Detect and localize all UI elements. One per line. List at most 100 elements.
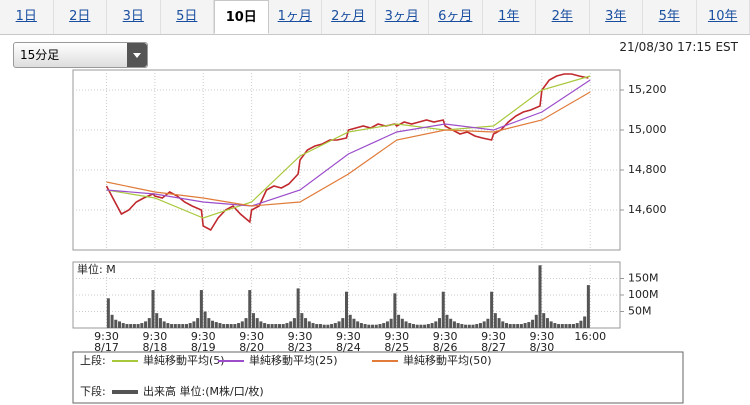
volume-bar: [341, 318, 345, 328]
volume-bar: [352, 318, 356, 328]
volume-bar: [542, 313, 546, 328]
volume-bar: [531, 319, 535, 328]
period-tab[interactable]: 5日: [161, 0, 214, 34]
volume-bar: [330, 324, 334, 328]
volume-bar: [345, 291, 348, 328]
period-tab[interactable]: 1日: [0, 0, 54, 34]
x-tick-label: 9:30: [530, 330, 555, 343]
timestamp: 21/08/30 17:15 EST: [619, 40, 738, 54]
volume-bar: [292, 318, 296, 328]
volume-bar: [583, 316, 587, 328]
volume-bar: [214, 322, 218, 328]
volume-bar: [397, 314, 401, 328]
volume-bar: [538, 265, 542, 328]
x-tick-date: 8/19: [191, 341, 216, 354]
volume-bar: [203, 311, 207, 328]
volume-bar: [207, 318, 211, 328]
volume-bar: [281, 324, 285, 328]
x-tick-date: 8/24: [336, 341, 361, 354]
volume-bar: [359, 323, 363, 328]
volume-bar: [430, 323, 434, 328]
period-tab[interactable]: 1年: [483, 0, 536, 34]
volume-bar: [229, 324, 233, 328]
y-tick-label: 100M: [628, 288, 659, 301]
volume-bar: [400, 318, 404, 328]
volume-bar: [255, 318, 259, 328]
period-tab[interactable]: 10年: [697, 0, 750, 34]
volume-bar: [125, 324, 129, 328]
x-tick-label: 9:30: [336, 330, 361, 343]
volume-bar: [560, 324, 564, 328]
x-tick-label: 9:30: [191, 330, 216, 343]
volume-bar: [121, 323, 125, 328]
period-tab[interactable]: 3年: [590, 0, 643, 34]
interval-select[interactable]: 15分足: [13, 42, 148, 68]
volume-bar: [460, 324, 464, 328]
volume-bar: [118, 321, 122, 328]
volume-bar: [419, 324, 423, 328]
volume-unit: 単位: M: [77, 262, 116, 276]
volume-bar: [408, 323, 412, 328]
y-tick-label: 14,600: [628, 203, 667, 216]
legend-label: 単純移動平均(5): [143, 353, 225, 367]
volume-bar: [300, 313, 304, 328]
period-tab[interactable]: 2年: [536, 0, 590, 34]
volume-bar: [486, 318, 490, 328]
volume-bar: [482, 321, 486, 328]
volume-bar: [508, 324, 512, 328]
volume-bar: [575, 323, 579, 328]
period-tab[interactable]: 5年: [643, 0, 697, 34]
volume-bar: [411, 324, 415, 328]
volume-bar: [151, 290, 155, 328]
legend-upper-label: 上段:: [80, 353, 106, 367]
volume-bar: [523, 323, 527, 328]
volume-bar: [307, 321, 311, 328]
volume-bar: [438, 318, 442, 328]
period-tab[interactable]: 2ヶ月: [322, 0, 376, 34]
volume-bar: [393, 293, 397, 328]
period-tab[interactable]: 2日: [54, 0, 107, 34]
volume-bar: [192, 321, 196, 328]
x-tick-date: 8/20: [239, 341, 264, 354]
volume-frame: [72, 261, 621, 329]
volume-bar: [363, 324, 367, 328]
x-tick-label: 9:30: [288, 330, 313, 343]
volume-bar: [263, 323, 267, 328]
volume-bar: [545, 318, 549, 328]
volume-bar: [568, 324, 572, 328]
volume-bar: [382, 323, 386, 328]
volume-bar: [233, 324, 237, 328]
volume-bar: [184, 324, 188, 328]
x-tick-label: 9:30: [433, 330, 458, 343]
x-tick-label: 9:30: [94, 330, 119, 343]
period-tab[interactable]: 3ヶ月: [376, 0, 429, 34]
volume-bar: [225, 324, 229, 328]
volume-bar: [464, 324, 468, 328]
volume-bar: [129, 324, 133, 328]
volume-bar: [211, 320, 215, 328]
y-tick-label: 50M: [628, 305, 652, 318]
volume-bar: [199, 290, 203, 328]
volume-bar: [147, 318, 151, 328]
volume-bar: [519, 324, 523, 328]
volume-bar: [114, 319, 118, 328]
x-tick-date: 8/17: [94, 341, 119, 354]
volume-bar: [579, 320, 583, 328]
volume-bar: [322, 324, 326, 328]
volume-bar: [274, 324, 278, 328]
volume-bar: [534, 314, 538, 328]
volume-bar: [196, 318, 200, 328]
x-tick-date: 8/25: [384, 341, 409, 354]
period-tab[interactable]: 10日: [214, 0, 269, 34]
period-tab[interactable]: 1ヶ月: [269, 0, 322, 34]
period-tab[interactable]: 3日: [107, 0, 161, 34]
volume-bar: [471, 324, 475, 328]
volume-bar: [158, 318, 162, 328]
x-tick-label: 9:30: [239, 330, 264, 343]
volume-bar: [445, 314, 449, 328]
volume-bar: [493, 313, 497, 328]
volume-bar: [378, 324, 382, 328]
period-tab[interactable]: 6ヶ月: [429, 0, 483, 34]
volume-bar: [289, 321, 293, 328]
x-tick-date: 8/23: [288, 341, 313, 354]
